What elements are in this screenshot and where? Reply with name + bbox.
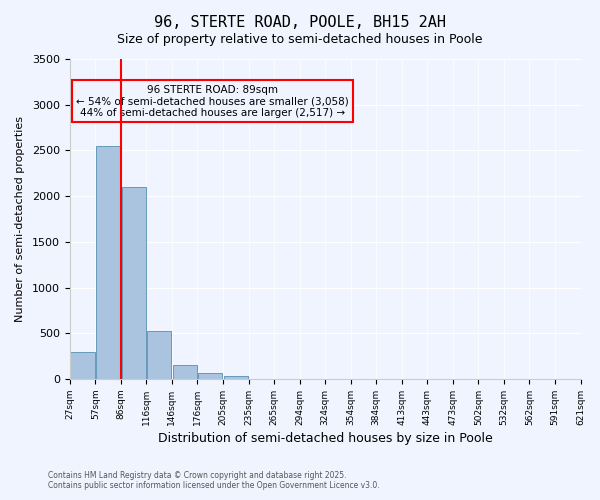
Bar xyxy=(173,365,197,379)
Bar xyxy=(122,187,146,379)
Bar xyxy=(224,376,248,379)
Bar xyxy=(198,373,223,379)
Bar xyxy=(96,146,120,379)
Y-axis label: Number of semi-detached properties: Number of semi-detached properties xyxy=(15,116,25,322)
Text: 96 STERTE ROAD: 89sqm
← 54% of semi-detached houses are smaller (3,058)
44% of s: 96 STERTE ROAD: 89sqm ← 54% of semi-deta… xyxy=(76,84,349,118)
Text: 96, STERTE ROAD, POOLE, BH15 2AH: 96, STERTE ROAD, POOLE, BH15 2AH xyxy=(154,15,446,30)
Bar xyxy=(70,352,95,379)
Text: Size of property relative to semi-detached houses in Poole: Size of property relative to semi-detach… xyxy=(117,32,483,46)
X-axis label: Distribution of semi-detached houses by size in Poole: Distribution of semi-detached houses by … xyxy=(158,432,493,445)
Bar xyxy=(147,330,171,379)
Text: Contains HM Land Registry data © Crown copyright and database right 2025.
Contai: Contains HM Land Registry data © Crown c… xyxy=(48,470,380,490)
